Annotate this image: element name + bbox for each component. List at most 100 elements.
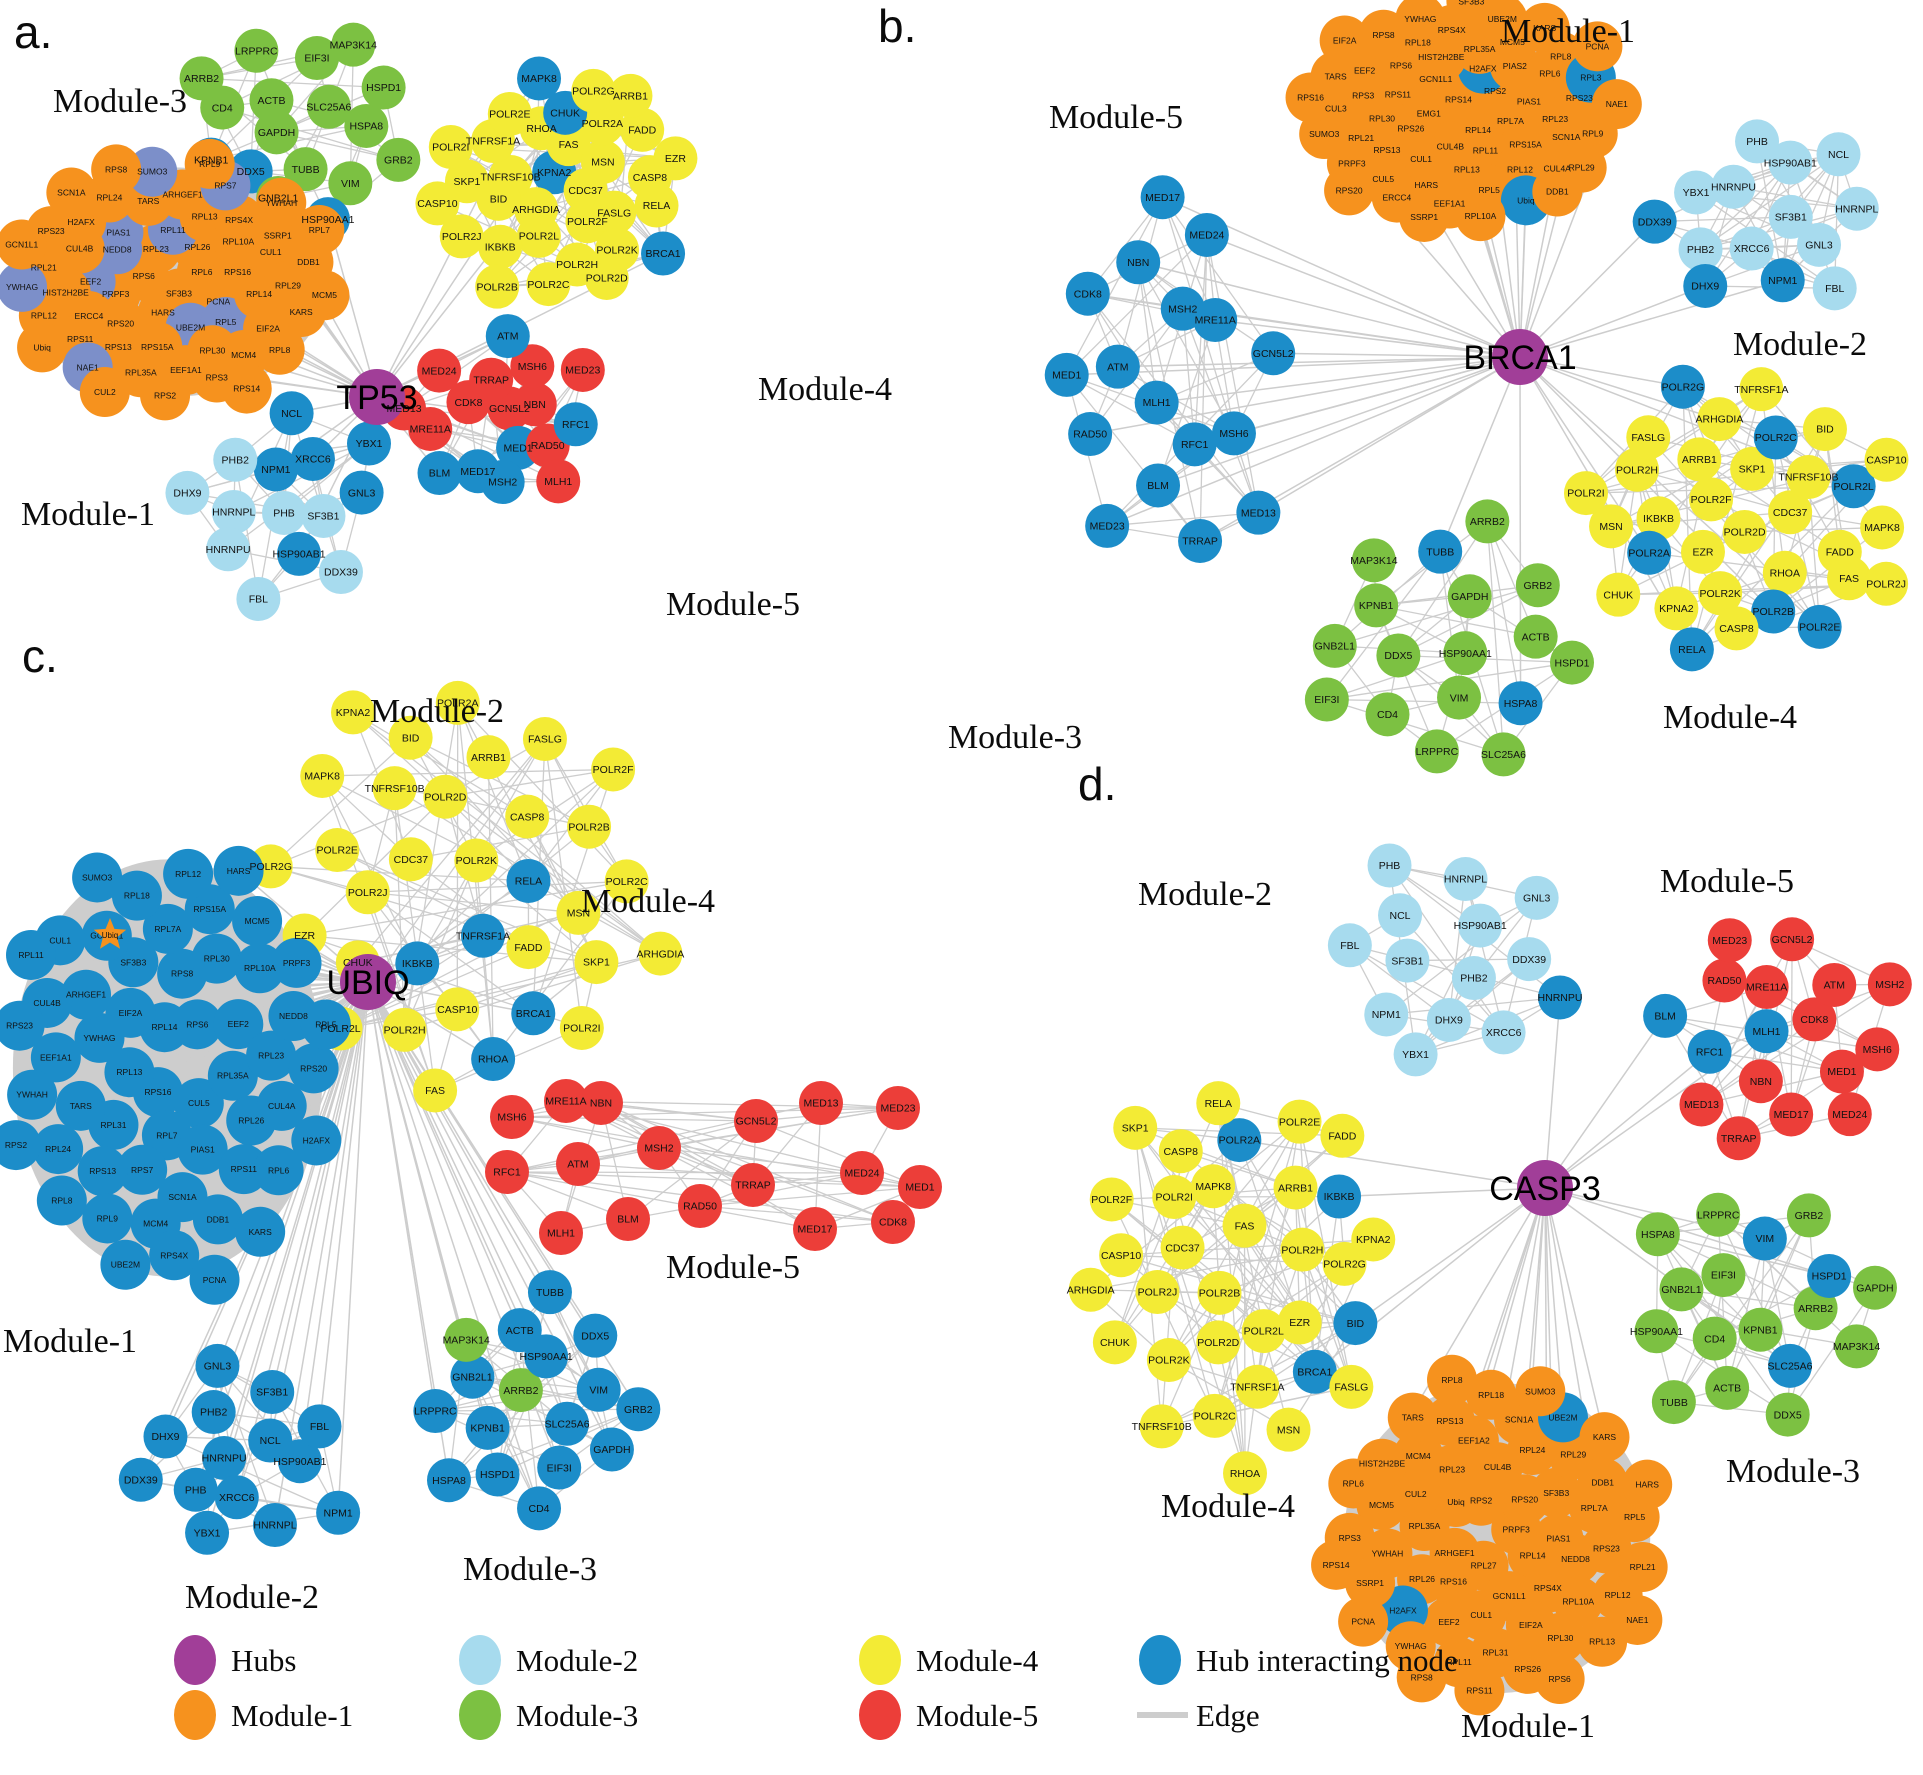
- node-label-RPS6: RPS6: [186, 1019, 208, 1029]
- node-POLR2D: [1722, 509, 1767, 554]
- node-label-EIF2A: EIF2A: [1333, 35, 1357, 45]
- node-BRCA1: [511, 991, 556, 1036]
- edge: [322, 768, 614, 777]
- node-MAP3K14: [1351, 538, 1396, 583]
- node-label-RPL13: RPL13: [1454, 164, 1480, 174]
- node-NCL: [269, 391, 314, 436]
- node-CASP10: [415, 181, 460, 226]
- node-GRB2: [616, 1387, 661, 1432]
- node-SF3B1: [1385, 938, 1430, 983]
- node-label-MCM5: MCM5: [312, 290, 337, 300]
- node-label-RPL21: RPL21: [1630, 1562, 1656, 1572]
- node-label-CASP10: CASP10: [417, 198, 457, 210]
- edge: [600, 1102, 894, 1223]
- node-label-GNL3: GNL3: [204, 1361, 232, 1373]
- node-label-ERCC4: ERCC4: [1382, 193, 1411, 203]
- node-ACTB: [249, 78, 294, 123]
- node-label-RPS4X: RPS4X: [160, 1250, 188, 1260]
- node-MSN: [1266, 1407, 1311, 1452]
- node-TUBB: [1418, 529, 1463, 574]
- node-label-RPL8: RPL8: [269, 345, 291, 355]
- edge: [699, 1172, 863, 1207]
- node-label-PCNA: PCNA: [1586, 41, 1610, 51]
- node-EIF3I: [1701, 1253, 1746, 1298]
- node-label-PRPF3: PRPF3: [102, 289, 130, 299]
- edge: [1212, 1185, 1301, 1323]
- node-label-FAS: FAS: [1839, 573, 1859, 585]
- node-DDX39: [1632, 199, 1677, 244]
- edge: [210, 86, 384, 161]
- node-label-POLR2A: POLR2A: [582, 118, 623, 130]
- node-label-MED1: MED1: [905, 1182, 934, 1194]
- node-label-NCL: NCL: [1390, 910, 1411, 922]
- node-label-RPS20: RPS20: [1336, 185, 1363, 195]
- node-label-CHUK: CHUK: [1100, 1337, 1130, 1349]
- node-RPS2: [140, 370, 191, 421]
- node-HSP90AA1: [1634, 1309, 1679, 1354]
- node-label-FADD: FADD: [514, 942, 542, 954]
- node-label-POLR2I: POLR2I: [432, 142, 469, 154]
- node-label-POLR2A: POLR2A: [1628, 547, 1669, 559]
- node-NPM1: [1760, 258, 1805, 303]
- node-label-RPS23: RPS23: [38, 226, 65, 236]
- node-RELA: [1196, 1081, 1241, 1126]
- node-SF3B3: [1446, 0, 1497, 27]
- node-label-KPNB1: KPNB1: [194, 154, 229, 166]
- legend-label-m2: Module-2: [516, 1643, 638, 1678]
- node-RPS14: [1311, 1539, 1362, 1590]
- node-label-MED23: MED23: [1712, 935, 1747, 947]
- node-label-RPS4X: RPS4X: [1438, 25, 1466, 35]
- node-label-IKBKB: IKBKB: [1324, 1191, 1355, 1203]
- node-label-MLH1: MLH1: [1143, 397, 1171, 409]
- node-label-SLC25A6: SLC25A6: [306, 101, 351, 113]
- node-label-YWHAG: YWHAG: [6, 282, 38, 292]
- node-label-RPL7A: RPL7A: [1497, 116, 1524, 126]
- node-label-KARS: KARS: [1533, 23, 1556, 33]
- node-MED13: [1236, 490, 1281, 535]
- node-label-HSPA8: HSPA8: [1504, 698, 1538, 710]
- edge: [270, 796, 446, 868]
- node-label-ACTB: ACTB: [506, 1325, 534, 1337]
- panel-letter-b: b.: [878, 0, 916, 52]
- a-module-4-label: Module-4: [758, 371, 892, 408]
- node-POLR2F: [1089, 1177, 1134, 1222]
- node-label-IKBKB: IKBKB: [485, 241, 516, 253]
- node-label-RPL5: RPL5: [1624, 1512, 1646, 1522]
- node-label-ARHGDIA: ARHGDIA: [1067, 1284, 1115, 1296]
- node-PHB: [173, 1467, 218, 1512]
- node-FADD: [506, 925, 551, 970]
- node-label-RFC1: RFC1: [562, 419, 590, 431]
- node-label-MRE11A: MRE11A: [545, 1096, 586, 1108]
- node-MRE11A: [544, 1079, 588, 1123]
- node-label-YWHAH: YWHAH: [1372, 1548, 1404, 1558]
- node-label-DDX5: DDX5: [1384, 650, 1412, 662]
- node-MED13: [799, 1081, 843, 1125]
- node-label-POLR2J: POLR2J: [348, 887, 388, 899]
- node-MSH2: [1867, 962, 1912, 1007]
- node-TARS: [1387, 1392, 1438, 1443]
- b-module-4-label: Module-4: [1663, 699, 1797, 736]
- panel-letter-c: c.: [22, 630, 58, 682]
- hub-edge: [1544, 1015, 1666, 1189]
- node-label-RPS4X: RPS4X: [1534, 1583, 1562, 1593]
- node-label-RPL31: RPL31: [1482, 1648, 1508, 1658]
- edge: [1397, 521, 1488, 656]
- node-label-MAP3K14: MAP3K14: [443, 1335, 490, 1347]
- node-label-RPL7: RPL7: [309, 225, 331, 235]
- node-HNRNPL: [211, 489, 256, 534]
- node-label-H2AFX: H2AFX: [67, 217, 95, 227]
- node-MRE11A: [1193, 297, 1238, 342]
- node-label-TNFRSF10B: TNFRSF10B: [1132, 1421, 1192, 1433]
- node-label-FADD: FADD: [1826, 546, 1854, 558]
- edge: [1673, 1215, 1810, 1403]
- node-label-NPM1: NPM1: [1768, 275, 1797, 287]
- node-label-MSH2: MSH2: [644, 1143, 673, 1155]
- node-label-MED24: MED24: [1832, 1109, 1867, 1121]
- edge: [1206, 234, 1260, 513]
- edge: [1790, 939, 1793, 1115]
- node-XRCC6: [1481, 1010, 1526, 1055]
- node-label-NBN: NBN: [1750, 1076, 1772, 1088]
- hub-label-TP53: TP53: [336, 379, 417, 417]
- node-label-RPL14: RPL14: [246, 289, 272, 299]
- node-label-HSPD1: HSPD1: [1812, 1271, 1847, 1283]
